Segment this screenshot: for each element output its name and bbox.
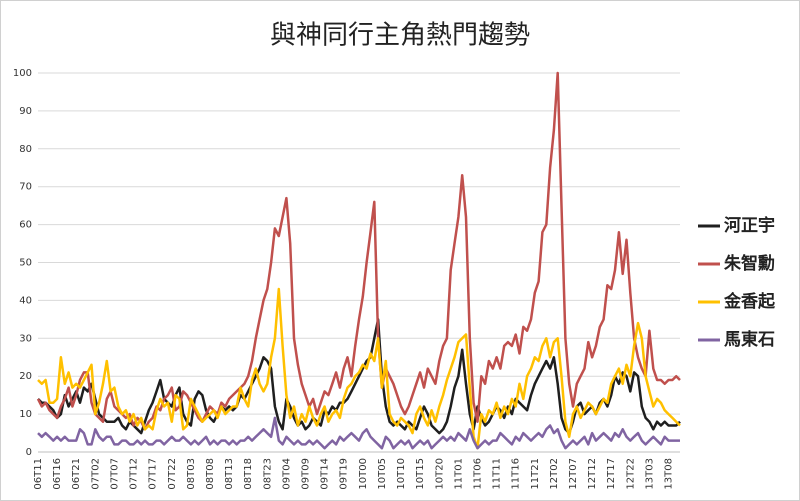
x-tick-label: 09T04	[281, 458, 292, 490]
y-tick-label: 50	[19, 258, 32, 269]
x-tick-label: 08T08	[205, 458, 216, 490]
x-tick-label: 10T00	[358, 458, 369, 490]
x-tick-label: 13T03	[644, 458, 655, 490]
x-tick-label: 07T07	[109, 458, 120, 490]
y-tick-label: 30	[19, 333, 32, 344]
series-line	[37, 318, 681, 435]
legend-label: 馬東石	[724, 329, 775, 350]
y-tick-label: 20	[19, 371, 32, 382]
x-tick-label: 07T02	[90, 458, 101, 490]
x-tick-label: 10T10	[396, 458, 407, 490]
y-tick-label: 70	[19, 182, 32, 193]
x-tick-label: 11T06	[472, 458, 483, 490]
series-line	[37, 416, 680, 450]
y-tick-label: 60	[19, 220, 32, 231]
chart-title: 與神同行主角熱門趨勢	[270, 21, 530, 51]
x-tick-label: 12T12	[587, 458, 598, 490]
x-tick-label: 11T21	[530, 458, 541, 490]
x-tick-label: 08T13	[224, 458, 235, 490]
x-tick-label: 10T20	[434, 458, 445, 490]
x-tick-label: 06T11	[33, 458, 44, 490]
x-tick-label: 07T12	[129, 458, 140, 490]
x-tick-label: 09T19	[339, 458, 350, 490]
x-tick-label: 12T07	[568, 458, 579, 490]
x-tick-label: 08T23	[262, 458, 273, 490]
legend-label: 河正宇	[724, 215, 775, 236]
x-tick-label: 11T11	[492, 458, 503, 490]
y-tick-label: 80	[19, 144, 32, 155]
y-tick-label: 0	[26, 447, 32, 458]
x-tick-label: 09T09	[301, 458, 312, 490]
y-tick-label: 10	[19, 409, 32, 420]
legend-label: 朱智勳	[724, 253, 775, 274]
x-tick-label: 12T02	[549, 458, 560, 490]
x-tick-label: 07T22	[167, 458, 178, 490]
x-tick-label: 06T21	[71, 458, 82, 490]
legend-label: 金香起	[723, 291, 776, 312]
x-tick-label: 12T22	[625, 458, 636, 490]
series-line	[37, 287, 681, 450]
x-tick-label: 06T16	[52, 458, 63, 490]
x-tick-label: 08T03	[186, 458, 197, 490]
x-tick-label: 11T01	[453, 458, 464, 490]
x-tick-label: 11T16	[511, 458, 522, 490]
y-tick-label: 90	[19, 106, 32, 117]
x-tick-label: 12T17	[606, 458, 617, 490]
x-tick-label: 09T14	[320, 458, 331, 490]
y-tick-label: 40	[19, 295, 32, 306]
x-tick-label: 10T05	[377, 458, 388, 490]
x-tick-label: 07T17	[148, 458, 159, 490]
y-tick-label: 100	[13, 68, 32, 79]
x-tick-label: 08T18	[243, 458, 254, 490]
x-tick-label: 10T15	[415, 458, 426, 490]
x-tick-label: 13T08	[664, 458, 675, 490]
